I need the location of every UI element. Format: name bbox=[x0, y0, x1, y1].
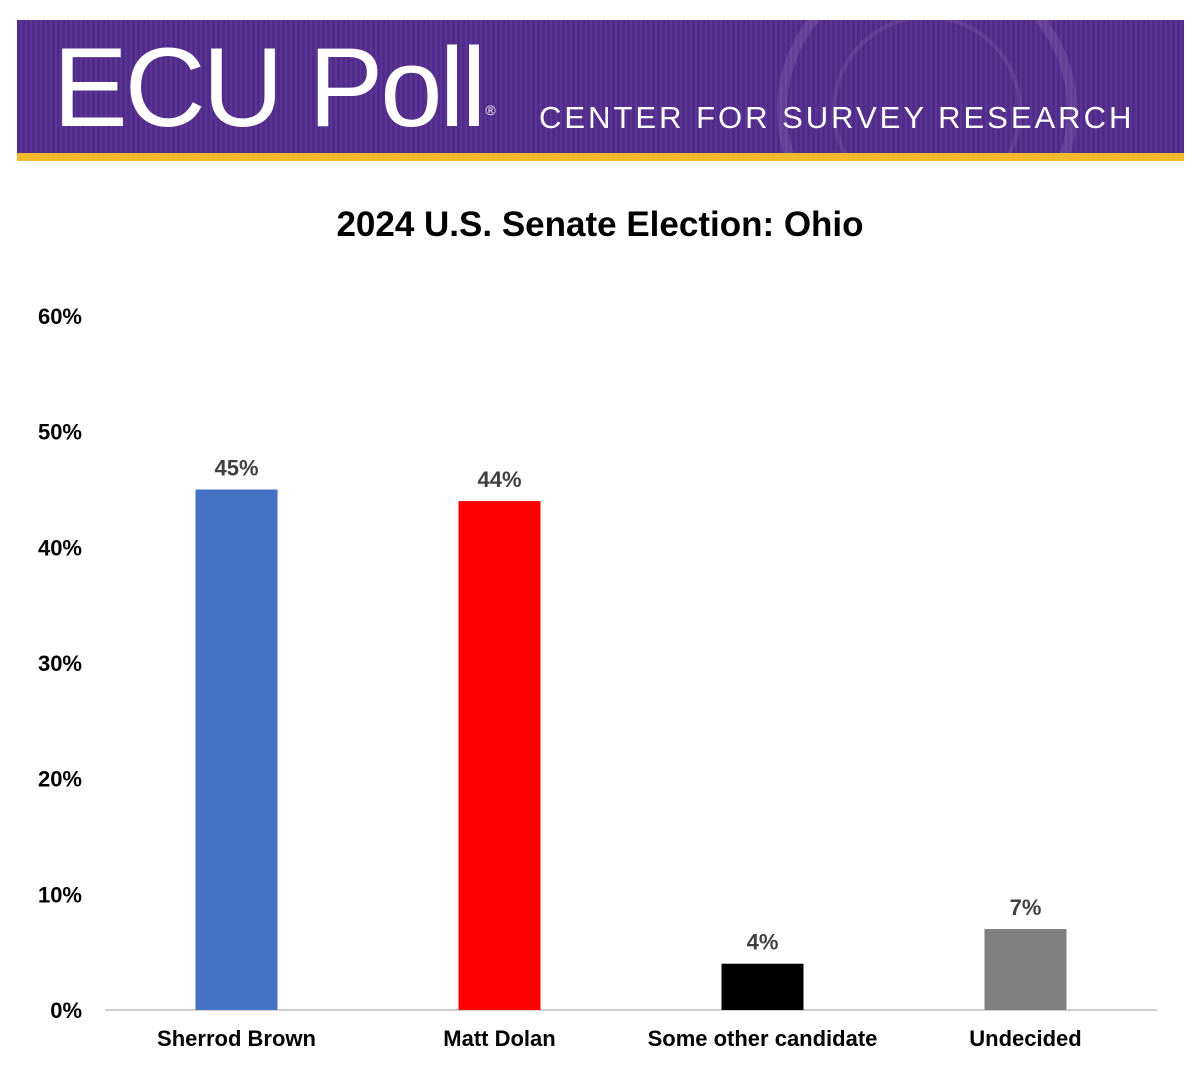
logo-text: ECU Poll bbox=[53, 25, 486, 150]
data-label: 45% bbox=[214, 456, 258, 481]
category-label: Some other candidate bbox=[648, 1026, 878, 1051]
y-tick-label: 20% bbox=[38, 767, 82, 792]
bar bbox=[721, 963, 804, 1010]
data-label: 44% bbox=[477, 467, 521, 492]
y-tick-label: 10% bbox=[38, 882, 82, 907]
header-banner: ECU Poll ® CENTER FOR SURVEY RESEARCH bbox=[17, 20, 1184, 153]
y-tick-label: 40% bbox=[38, 535, 82, 560]
data-label: 7% bbox=[1010, 895, 1042, 920]
university-seal-watermark bbox=[777, 20, 1077, 153]
y-tick-label: 50% bbox=[38, 420, 82, 445]
data-label: 4% bbox=[747, 930, 779, 955]
chart-title: 2024 U.S. Senate Election: Ohio bbox=[336, 205, 864, 244]
y-tick-label: 60% bbox=[38, 304, 82, 329]
category-label: Undecided bbox=[969, 1026, 1081, 1051]
bar bbox=[458, 501, 541, 1010]
bar bbox=[195, 489, 278, 1010]
banner-tagline: CENTER FOR SURVEY RESEARCH bbox=[539, 100, 1135, 135]
ecu-poll-logo: ECU Poll ® bbox=[53, 32, 496, 144]
category-label: Matt Dolan bbox=[443, 1026, 555, 1051]
banner-gold-stripe bbox=[17, 153, 1184, 161]
y-tick-label: 30% bbox=[38, 651, 82, 676]
y-tick-label: 0% bbox=[50, 998, 82, 1023]
category-label: Sherrod Brown bbox=[157, 1026, 316, 1051]
bar bbox=[984, 929, 1067, 1010]
trademark-symbol: ® bbox=[485, 102, 496, 118]
